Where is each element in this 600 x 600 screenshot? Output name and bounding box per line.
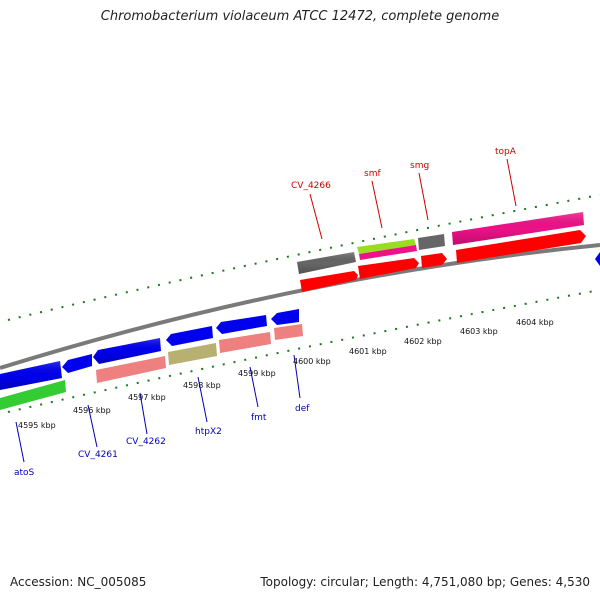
gene-fwd-3[interactable] [421,253,447,268]
gene-fwd-1[interactable] [300,271,358,292]
gene-label[interactable]: fmt [251,413,267,423]
tick-label: 4600 kbp [293,357,331,366]
gene-rev-2[interactable] [62,354,92,373]
gene-label[interactable]: CV_4266 [291,181,331,191]
gene-smf[interactable] [357,239,416,254]
accession-label: Accession: NC_005085 [10,575,147,589]
gene-labels-top: CV_4266 smf smg topA [291,147,517,191]
gene-label[interactable]: CV_4261 [78,450,118,460]
gene-fmt[interactable] [219,332,271,353]
gene-rev-4[interactable] [166,326,213,346]
gene-label[interactable]: topA [495,147,517,157]
gene-labels-bottom: atoS CV_4261 CV_4262 htpX2 fmt def [14,404,310,478]
genome-backbone [0,243,600,370]
gene-label[interactable]: atoS [14,468,35,478]
tick-label: 4595 kbp [18,421,56,430]
tick-label: 4597 kbp [128,393,166,402]
offscreen-gene-stub [595,252,600,266]
tick-label: 4596 kbp [73,406,111,415]
gene-atoS[interactable] [0,380,66,410]
gene-label[interactable]: smg [410,161,429,171]
gene-fwd-4[interactable] [456,230,586,263]
upper-tick-arc [7,194,600,321]
gene-label[interactable]: smf [364,169,381,179]
forward-track [297,212,586,292]
tick-labels: 4595 kbp 4596 kbp 4597 kbp 4598 kbp 4599… [18,318,554,430]
gene-label[interactable]: def [295,404,310,414]
map-title: Chromobacterium violaceum ATCC 12472, co… [100,9,500,24]
tick-label: 4602 kbp [404,337,442,346]
gene-label[interactable]: CV_4262 [126,437,166,447]
leader-lines [15,158,517,463]
gene-rev-5[interactable] [216,315,267,334]
tick-label: 4598 kbp [183,381,221,390]
gene-rev-6[interactable] [271,309,299,325]
genome-stats: Topology: circular; Length: 4,751,080 bp… [260,575,590,589]
lower-tick-arc [7,289,600,413]
gene-fwd-2[interactable] [358,258,419,279]
tick-label: 4604 kbp [516,318,554,327]
tick-label: 4601 kbp [349,347,387,356]
tick-label: 4599 kbp [238,369,276,378]
gene-label[interactable]: htpX2 [195,427,222,437]
gene-def[interactable] [274,324,303,340]
shading-overlay [0,212,584,390]
gene-cv4262[interactable] [96,356,166,383]
gene-smg[interactable] [418,234,445,250]
gene-htpX2[interactable] [168,343,217,365]
tick-label: 4603 kbp [460,327,498,336]
gene-smf-pink[interactable] [359,245,417,260]
